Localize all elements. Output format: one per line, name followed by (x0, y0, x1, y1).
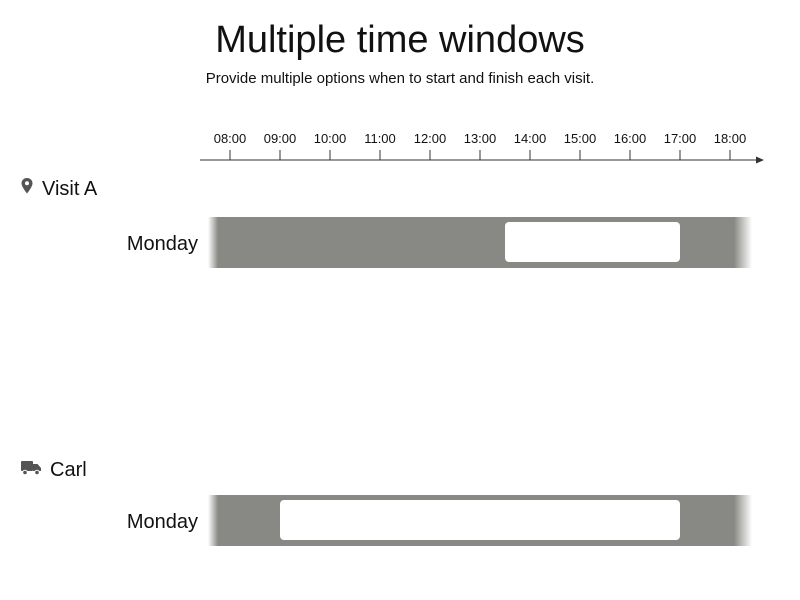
tick-label: 12:00 (414, 131, 447, 146)
tick-label: 11:00 (364, 131, 396, 146)
tick-label: 14:00 (514, 131, 547, 146)
visit-a-label: Visit A (42, 177, 98, 200)
tick-label: 18:00 (714, 131, 747, 146)
tick-label: 17:00 (664, 131, 697, 146)
tick-label: 09:00 (264, 131, 297, 146)
carl-time-window[interactable] (280, 500, 680, 540)
tick-label: 13:00 (464, 131, 497, 146)
axis-arrow-icon (756, 156, 764, 164)
truck-icon (20, 459, 42, 482)
map-pin-icon (20, 177, 34, 201)
visit-a-header: Visit A (20, 176, 97, 202)
carl-day-track (208, 495, 752, 546)
tick-label: 10:00 (314, 131, 347, 146)
visit-a-time-window[interactable] (505, 222, 680, 262)
carl-header: Carl (20, 457, 87, 483)
page-title: Multiple time windows (215, 19, 585, 61)
tick-label: 08:00 (214, 131, 247, 146)
visit-a-day-track (208, 217, 752, 268)
tick-label: 16:00 (614, 131, 647, 146)
tick-label: 15:00 (564, 131, 597, 146)
visit-a-day-label: Monday (126, 233, 198, 255)
axis-ticks: 08:00 09:00 10:00 11:00 12:00 13:00 14:00 15:00… (214, 131, 747, 160)
page-subtitle: Provide multiple options when to start a… (205, 70, 595, 87)
carl-label: Carl (50, 458, 87, 481)
carl-day-label: Monday (126, 511, 198, 533)
